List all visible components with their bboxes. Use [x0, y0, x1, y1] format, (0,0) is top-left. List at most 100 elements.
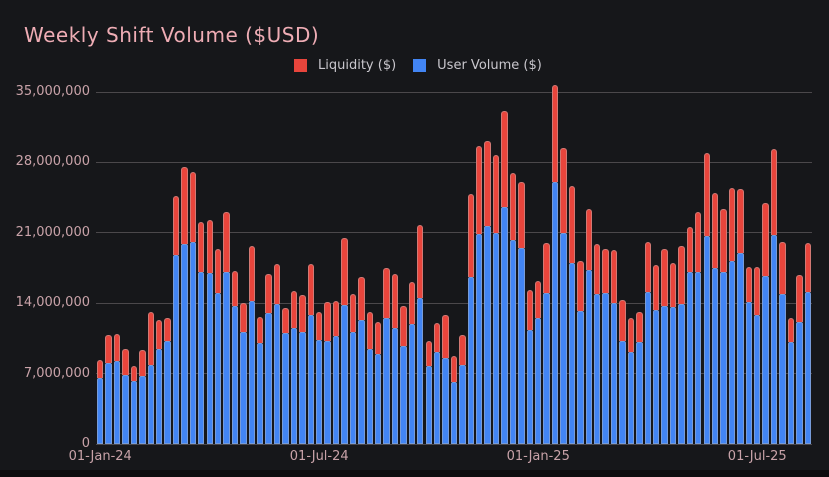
bar-liquidity[interactable]: [273, 264, 281, 305]
bar-user-volume[interactable]: [223, 272, 230, 444]
bar-user-volume[interactable]: [383, 318, 390, 444]
bar-liquidity[interactable]: [383, 268, 390, 319]
bar-user-volume[interactable]: [754, 315, 761, 444]
bar-liquidity[interactable]: [408, 282, 416, 325]
bar-liquidity[interactable]: [476, 146, 483, 234]
bar-liquidity[interactable]: [172, 195, 180, 255]
bar-user-volume[interactable]: [290, 328, 298, 444]
bar-user-volume[interactable]: [366, 349, 373, 444]
bar-liquidity[interactable]: [526, 290, 533, 331]
bar-liquidity[interactable]: [248, 245, 256, 302]
bar-user-volume[interactable]: [450, 381, 458, 444]
bar-liquidity[interactable]: [585, 208, 592, 271]
bar-user-volume[interactable]: [122, 374, 129, 444]
bar-liquidity[interactable]: [366, 312, 373, 350]
bar-user-volume[interactable]: [282, 333, 289, 444]
bar-user-volume[interactable]: [97, 377, 104, 444]
bar-liquidity[interactable]: [316, 312, 323, 341]
bar-user-volume[interactable]: [147, 364, 154, 444]
bar-user-volume[interactable]: [492, 232, 500, 444]
bar-user-volume[interactable]: [139, 375, 146, 444]
bar-liquidity[interactable]: [745, 267, 752, 303]
bar-user-volume[interactable]: [551, 181, 559, 444]
bar-liquidity[interactable]: [391, 274, 399, 329]
bar-user-volume[interactable]: [408, 324, 416, 444]
bar-liquidity[interactable]: [164, 318, 171, 342]
bar-liquidity[interactable]: [535, 281, 542, 319]
bar-user-volume[interactable]: [433, 352, 441, 444]
bar-user-volume[interactable]: [568, 262, 576, 444]
bar-liquidity[interactable]: [652, 265, 660, 311]
bar-liquidity[interactable]: [442, 315, 449, 358]
bar-liquidity[interactable]: [130, 365, 138, 381]
bar-liquidity[interactable]: [290, 291, 298, 329]
bar-liquidity[interactable]: [147, 312, 154, 365]
bar-user-volume[interactable]: [518, 247, 525, 444]
bar-liquidity[interactable]: [113, 334, 121, 361]
bar-liquidity[interactable]: [299, 295, 306, 333]
bar-liquidity[interactable]: [484, 141, 491, 226]
bar-user-volume[interactable]: [669, 307, 677, 444]
bar-liquidity[interactable]: [518, 181, 525, 248]
bar-user-volume[interactable]: [257, 343, 264, 444]
bar-user-volume[interactable]: [467, 277, 475, 444]
bar-liquidity[interactable]: [198, 221, 205, 273]
bar-liquidity[interactable]: [560, 148, 567, 233]
bar-user-volume[interactable]: [214, 293, 222, 444]
bar-user-volume[interactable]: [779, 294, 786, 444]
bar-user-volume[interactable]: [358, 320, 365, 444]
bar-user-volume[interactable]: [796, 322, 803, 444]
bar-liquidity[interactable]: [636, 312, 643, 343]
bar-user-volume[interactable]: [113, 360, 121, 444]
bar-liquidity[interactable]: [206, 219, 213, 274]
bar-user-volume[interactable]: [804, 292, 811, 444]
bar-liquidity[interactable]: [619, 300, 626, 342]
bar-liquidity[interactable]: [594, 243, 601, 295]
bar-user-volume[interactable]: [602, 293, 609, 444]
bar-user-volume[interactable]: [172, 254, 180, 444]
bar-liquidity[interactable]: [543, 242, 550, 294]
bar-liquidity[interactable]: [703, 153, 710, 236]
bar-user-volume[interactable]: [400, 346, 407, 444]
bar-user-volume[interactable]: [484, 225, 491, 444]
bar-user-volume[interactable]: [299, 332, 306, 444]
bar-liquidity[interactable]: [577, 260, 584, 312]
bar-liquidity[interactable]: [257, 317, 264, 344]
bar-liquidity[interactable]: [779, 241, 786, 295]
bar-liquidity[interactable]: [695, 211, 702, 273]
bar-user-volume[interactable]: [652, 310, 660, 444]
bar-liquidity[interactable]: [139, 350, 146, 376]
bar-liquidity[interactable]: [686, 226, 694, 273]
bar-user-volume[interactable]: [695, 272, 702, 444]
bar-user-volume[interactable]: [678, 304, 685, 444]
bar-liquidity[interactable]: [214, 248, 222, 294]
bar-liquidity[interactable]: [762, 202, 769, 277]
bar-user-volume[interactable]: [762, 276, 769, 444]
bar-user-volume[interactable]: [661, 306, 668, 444]
bar-liquidity[interactable]: [122, 349, 129, 375]
bar-user-volume[interactable]: [130, 380, 138, 444]
bar-liquidity[interactable]: [644, 241, 651, 293]
bar-user-volume[interactable]: [316, 340, 323, 444]
bar-user-volume[interactable]: [610, 303, 618, 444]
bar-liquidity[interactable]: [307, 264, 314, 316]
bar-user-volume[interactable]: [307, 315, 314, 444]
bar-liquidity[interactable]: [610, 249, 618, 304]
bar-user-volume[interactable]: [594, 294, 601, 444]
bar-user-volume[interactable]: [231, 306, 239, 444]
bar-liquidity[interactable]: [155, 320, 163, 350]
bar-user-volume[interactable]: [155, 349, 163, 444]
bar-user-volume[interactable]: [181, 243, 188, 444]
bar-liquidity[interactable]: [231, 271, 239, 307]
legend-item-user-volume[interactable]: User Volume ($): [413, 58, 542, 73]
bar-user-volume[interactable]: [737, 252, 744, 444]
bar-liquidity[interactable]: [417, 224, 424, 299]
bar-user-volume[interactable]: [745, 302, 752, 444]
bar-user-volume[interactable]: [711, 268, 719, 444]
bar-liquidity[interactable]: [669, 262, 677, 308]
bar-liquidity[interactable]: [711, 192, 719, 268]
bar-liquidity[interactable]: [433, 323, 441, 353]
bar-user-volume[interactable]: [501, 206, 508, 444]
bar-user-volume[interactable]: [720, 272, 727, 444]
bar-liquidity[interactable]: [400, 306, 407, 347]
